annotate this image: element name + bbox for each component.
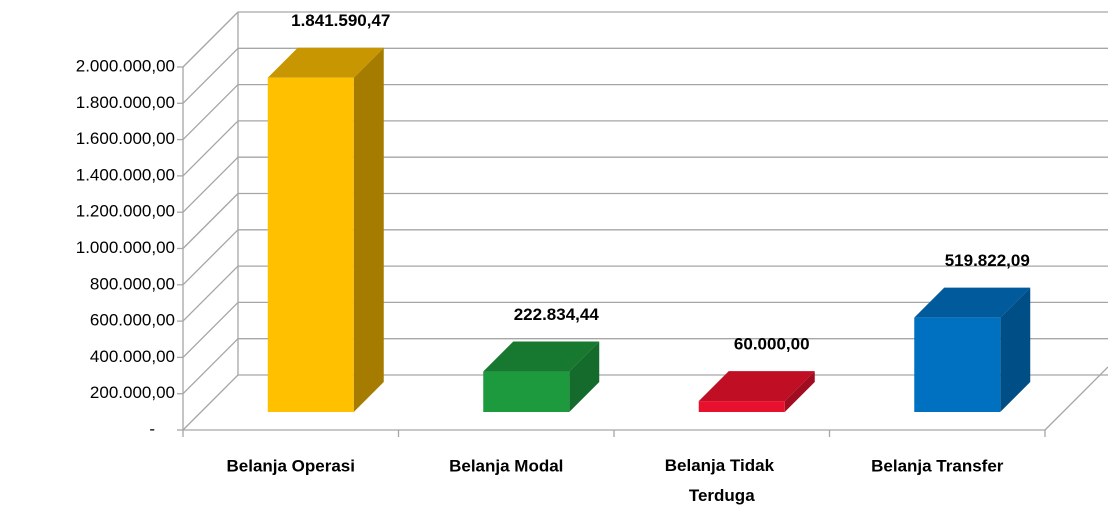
bar	[698, 401, 785, 412]
grid-line-depth	[182, 84, 239, 141]
y-tick-label: 1.400.000,00	[76, 165, 175, 184]
value-label: 222.834,44	[514, 305, 600, 324]
y-tick-label: -	[149, 419, 155, 438]
grid-line-depth	[182, 265, 239, 322]
bar-top	[914, 287, 1031, 318]
grid-line-depth	[182, 193, 239, 249]
bar-top	[267, 47, 384, 78]
bar	[483, 371, 570, 412]
bar	[914, 317, 1001, 412]
x-tick-label: Belanja Operasi	[226, 456, 355, 475]
y-tick-label: 800.000,00	[90, 274, 175, 293]
grid-line-depth	[182, 229, 239, 286]
x-tick-label: Belanja Modal	[449, 456, 563, 475]
bar-side	[1000, 287, 1031, 412]
bar-side	[784, 371, 815, 412]
bar-top	[483, 341, 600, 372]
grid-line-depth	[182, 120, 239, 177]
y-tick-label: 1.000.000,00	[76, 238, 175, 257]
x-tick-label: Belanja Tidak Terduga	[665, 456, 779, 505]
grid-line-depth	[182, 374, 239, 431]
y-tick-label: 2.000.000,00	[76, 56, 175, 75]
bar-side	[353, 47, 384, 412]
value-label: 519.822,09	[945, 251, 1030, 270]
bar	[267, 77, 354, 412]
floor-edge	[1044, 366, 1108, 431]
bar-top	[698, 371, 815, 402]
y-tick-label: 600.000,00	[90, 311, 175, 330]
x-tick-label: Belanja Transfer	[871, 456, 1004, 475]
y-tick-label: 1.800.000,00	[76, 93, 175, 112]
grid-line-depth	[182, 301, 239, 358]
grid-line-depth	[182, 47, 239, 104]
bar-side	[569, 341, 600, 412]
y-tick-label: 1.200.000,00	[76, 202, 175, 221]
grid-line-depth	[182, 156, 239, 213]
grid-line-depth	[182, 338, 239, 395]
grid-line-depth	[182, 11, 239, 68]
value-label: 1.841.590,47	[291, 11, 390, 30]
value-label: 60.000,00	[734, 335, 810, 354]
y-tick-label: 200.000,00	[90, 383, 175, 402]
y-tick-label: 400.000,00	[90, 347, 175, 366]
y-tick-label: 1.600.000,00	[76, 129, 175, 148]
